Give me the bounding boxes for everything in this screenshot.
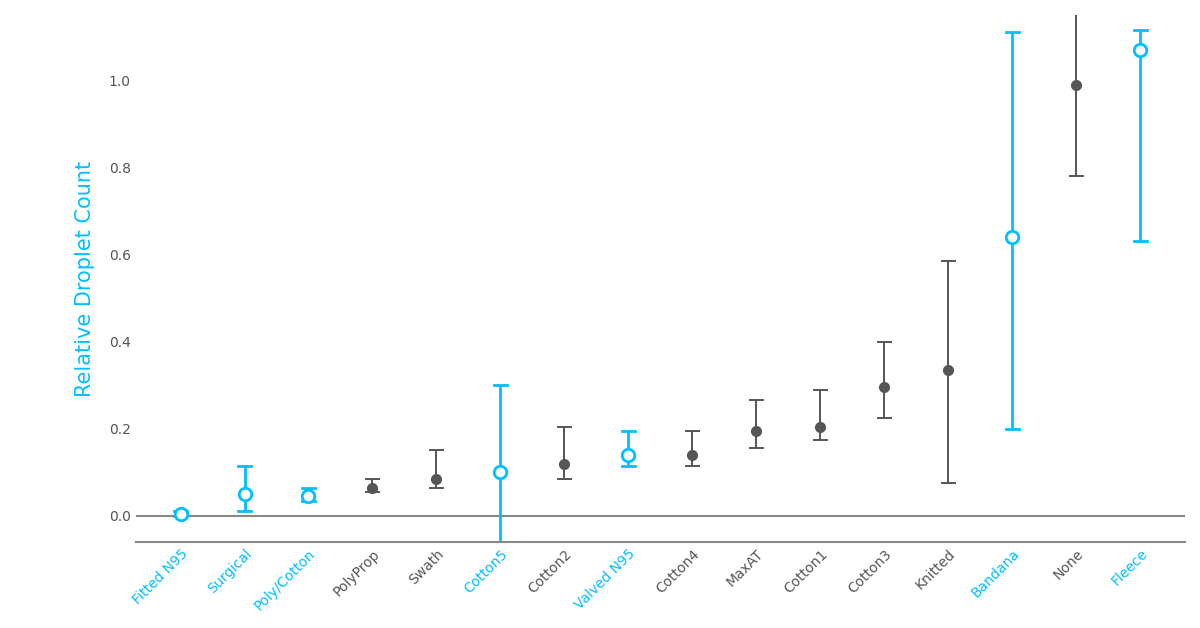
Y-axis label: Relative Droplet Count: Relative Droplet Count <box>74 160 95 396</box>
